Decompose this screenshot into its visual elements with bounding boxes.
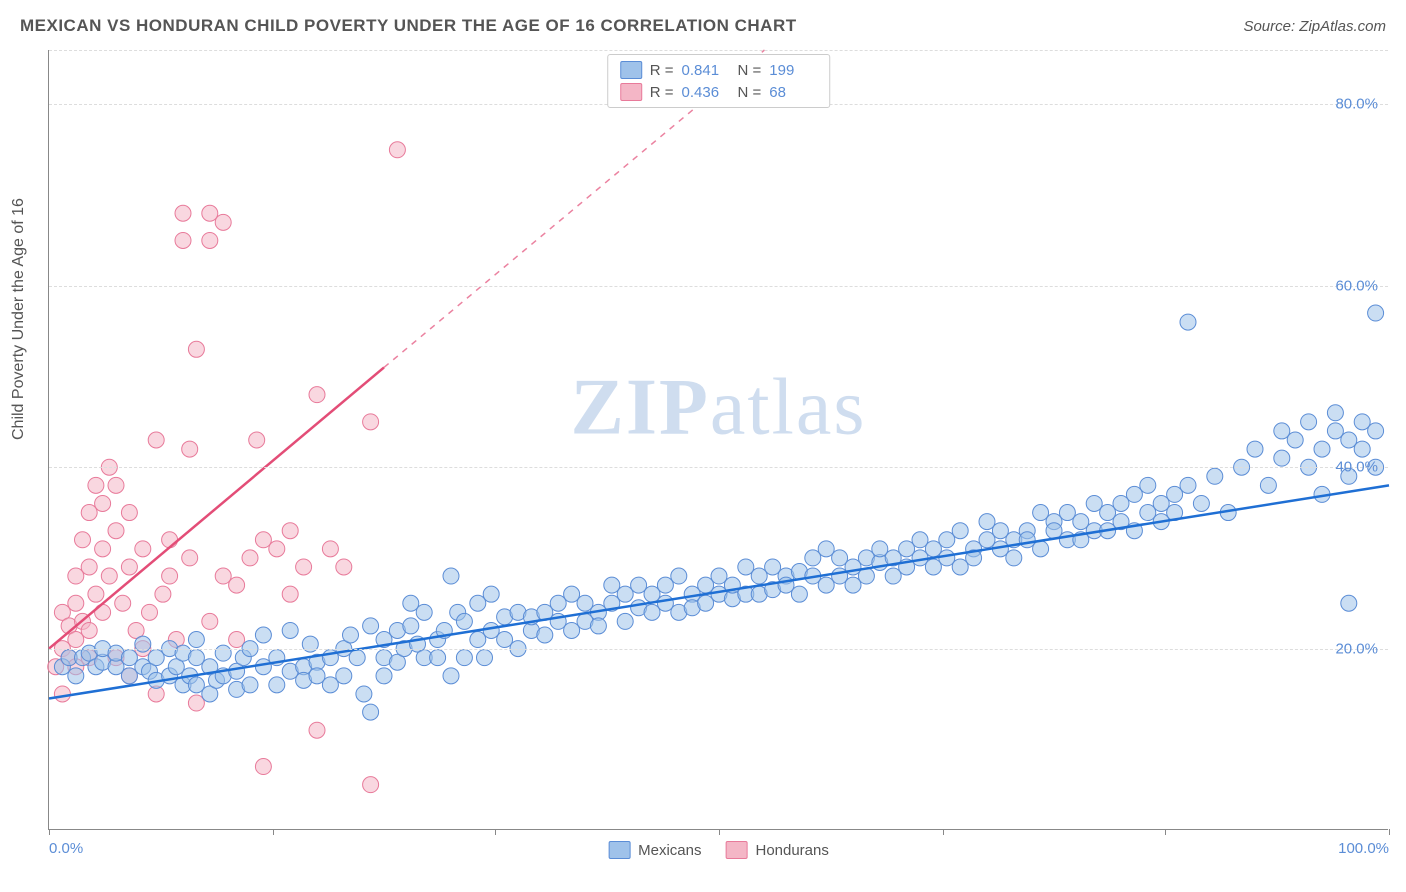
- y-tick-label: 80.0%: [1335, 96, 1378, 113]
- y-tick-label: 60.0%: [1335, 277, 1378, 294]
- source-label: Source: ZipAtlas.com: [1243, 18, 1386, 35]
- x-tick-label: 100.0%: [1338, 840, 1389, 857]
- correlation-legend: R = 0.841 N = 199 R = 0.436 N = 68: [607, 54, 831, 108]
- y-tick-label: 40.0%: [1335, 459, 1378, 476]
- y-tick-label: 20.0%: [1335, 640, 1378, 657]
- chart-title: MEXICAN VS HONDURAN CHILD POVERTY UNDER …: [20, 16, 797, 36]
- x-tick-label: 0.0%: [49, 840, 83, 857]
- scatter-plot: [49, 50, 1388, 829]
- series-legend: Mexicans Hondurans: [608, 841, 829, 859]
- swatch-blue: [620, 61, 642, 79]
- y-axis-label: Child Poverty Under the Age of 16: [10, 198, 28, 440]
- swatch-blue: [608, 841, 630, 859]
- legend-row-hondurans: R = 0.436 N = 68: [620, 81, 818, 103]
- swatch-pink: [620, 83, 642, 101]
- legend-row-mexicans: R = 0.841 N = 199: [620, 59, 818, 81]
- legend-item-mexicans: Mexicans: [608, 841, 701, 859]
- chart-area: ZIPatlas R = 0.841 N = 199 R = 0.436 N =…: [48, 50, 1388, 830]
- swatch-pink: [725, 841, 747, 859]
- legend-item-hondurans: Hondurans: [725, 841, 828, 859]
